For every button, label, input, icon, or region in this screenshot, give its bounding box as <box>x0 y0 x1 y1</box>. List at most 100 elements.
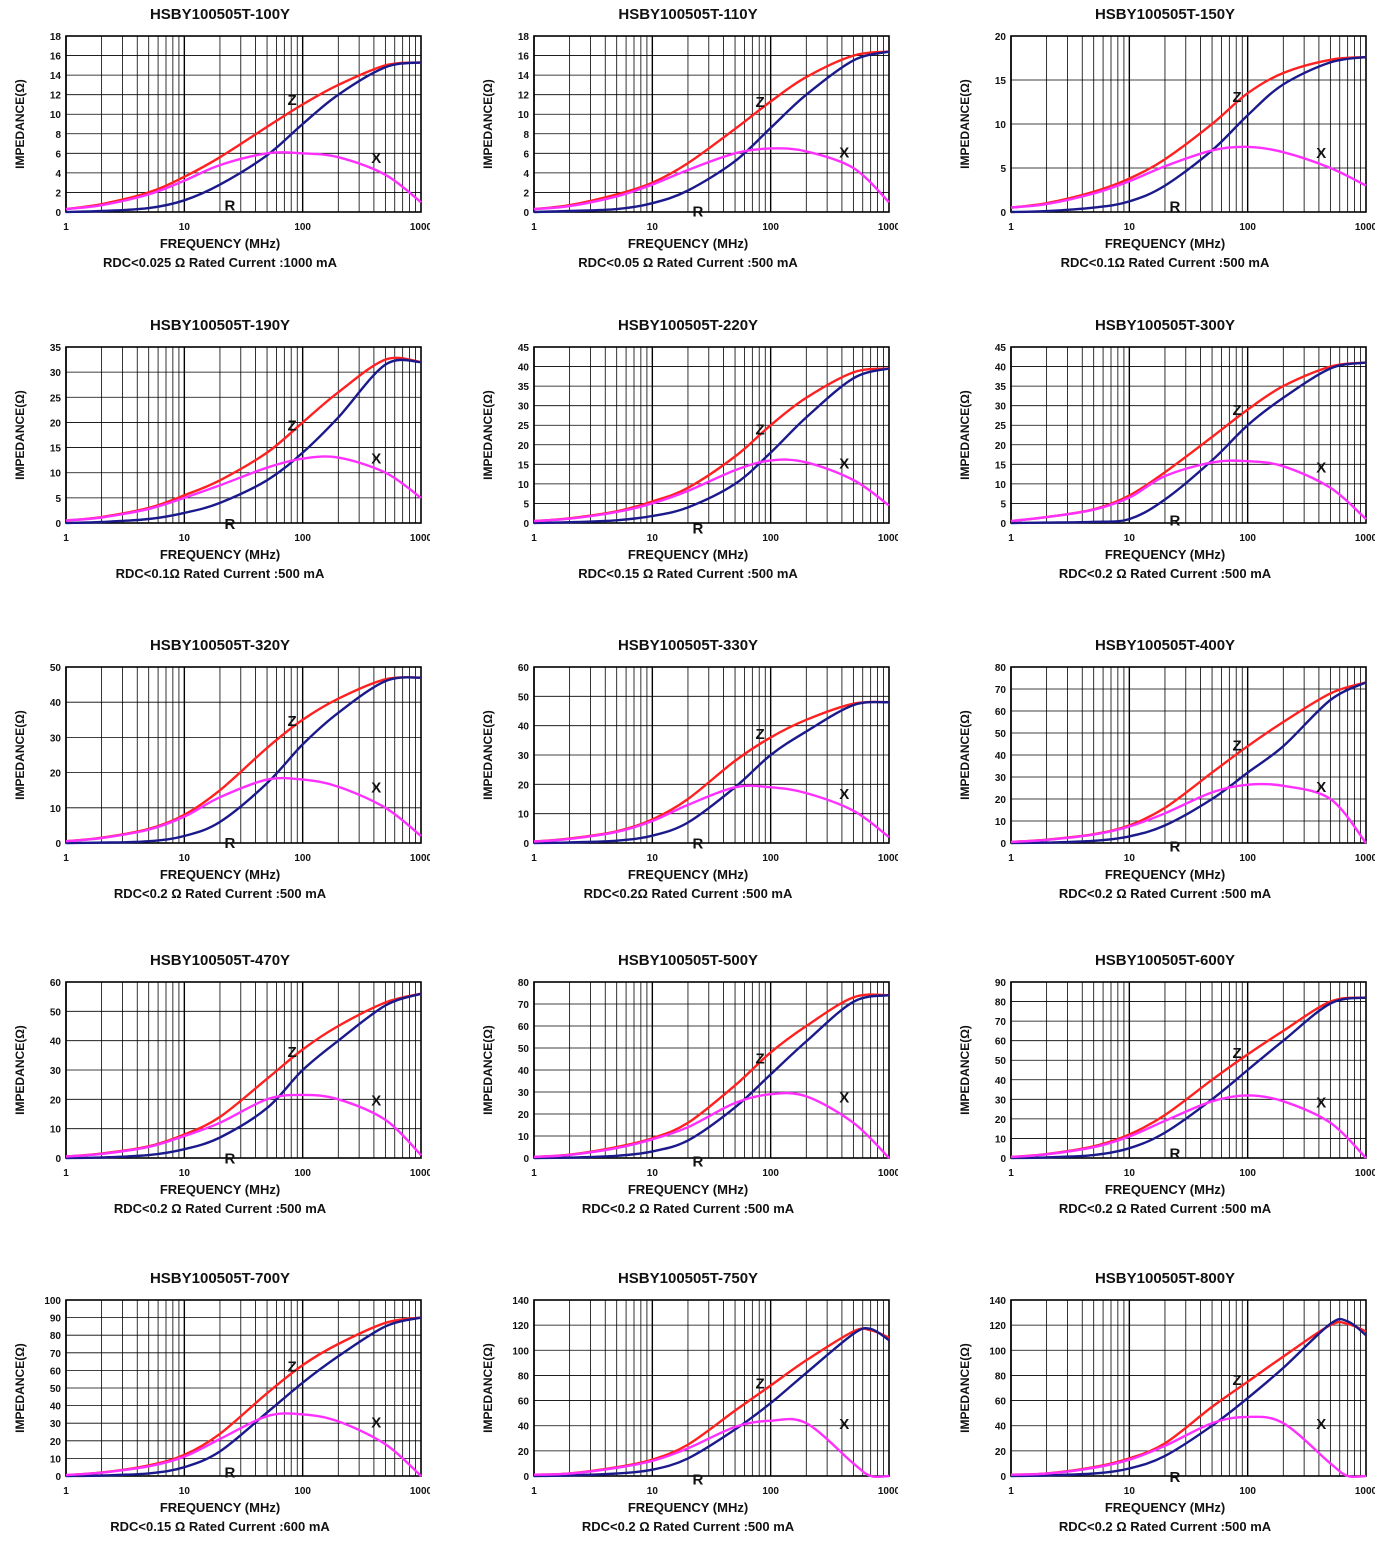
y-tick-label: 15 <box>995 460 1007 471</box>
y-tick-label: 10 <box>50 1125 62 1136</box>
x-tick-label: 100 <box>1239 1168 1256 1179</box>
y-tick-label: 120 <box>512 1321 529 1332</box>
y-tick-label: 140 <box>512 1296 529 1307</box>
series-z-line <box>533 993 890 1159</box>
spec-note: RDC<0.2 Ω Rated Current :500 mA <box>1058 1519 1272 1534</box>
series-x-line <box>1010 1094 1367 1159</box>
curve-label-x: X <box>371 1414 381 1431</box>
chart-title: HSBY100505T-330Y <box>617 637 759 654</box>
y-tick-label: 60 <box>995 1037 1007 1048</box>
y-tick-label: 5 <box>1000 164 1006 175</box>
y-tick-label: 90 <box>50 1314 62 1325</box>
series-z-line <box>533 50 890 211</box>
x-tick-label: 100 <box>1239 1486 1256 1497</box>
x-tick-label: 1000 <box>878 533 898 544</box>
x-tick-label: 1000 <box>410 1168 430 1179</box>
chart-panel: HSBY100505T-300Y 0 5 10 15 20 25 30 35 40 45 1 10 100… <box>955 315 1395 615</box>
chart-plot: 0 10 20 30 40 50 60 70 80 1 10 100 1000 IMPEDANCE(Ω) Z… <box>958 663 1375 864</box>
series-x-line <box>65 151 422 211</box>
y-tick-label: 30 <box>50 1419 62 1430</box>
chart-title: HSBY100505T-500Y <box>617 952 759 969</box>
x-tick-label: 1000 <box>410 222 430 233</box>
x-tick-label: 1000 <box>1355 533 1375 544</box>
x-tick-label: 10 <box>647 1168 659 1179</box>
series-x-line <box>1010 782 1367 844</box>
y-tick-label: 6 <box>55 149 61 160</box>
series-r-line <box>533 700 890 845</box>
series-x-line <box>533 784 890 843</box>
y-tick-label: 16 <box>518 52 530 63</box>
y-tick-label: 10 <box>518 110 530 121</box>
y-tick-label: 0 <box>523 208 529 219</box>
x-axis-label: FREQUENCY (MHz) <box>627 236 749 251</box>
y-tick-label: 35 <box>995 382 1007 393</box>
x-tick-label: 1 <box>531 1168 537 1179</box>
curve-label-r: R <box>693 1471 704 1488</box>
y-tick-label: 20 <box>518 1447 530 1458</box>
y-tick-label: 20 <box>518 441 530 452</box>
chart-plot: 0 5 10 15 20 25 30 35 40 45 1 10 100 1000 IMPEDANCE(Ω)… <box>481 343 898 544</box>
x-axis-label: FREQUENCY (MHz) <box>159 547 281 562</box>
curve-label-x: X <box>839 1089 849 1106</box>
x-axis-label: FREQUENCY (MHz) <box>1104 1500 1226 1515</box>
y-tick-label: 40 <box>995 1076 1007 1087</box>
x-tick-label: 1000 <box>410 853 430 864</box>
y-tick-label: 10 <box>995 1134 1007 1145</box>
y-tick-label: 10 <box>50 1454 62 1465</box>
x-tick-label: 1 <box>63 1168 69 1179</box>
chart-plot: 0 10 20 30 40 50 60 1 10 100 1000 IMPEDANCE(Ω) Z R X <box>481 663 898 864</box>
y-tick-label: 30 <box>518 751 530 762</box>
plot-frame <box>65 666 422 844</box>
y-tick-label: 60 <box>50 978 62 989</box>
curve-label-z: Z <box>287 713 296 730</box>
x-tick-label: 1 <box>531 1486 537 1497</box>
y-tick-label: 40 <box>518 1422 530 1433</box>
y-tick-label: 70 <box>995 1017 1007 1028</box>
y-tick-label: 14 <box>518 71 530 82</box>
y-tick-label: 10 <box>50 469 62 480</box>
y-tick-label: 4 <box>55 169 61 180</box>
y-tick-label: 35 <box>518 382 530 393</box>
x-tick-label: 1000 <box>878 1486 898 1497</box>
y-tick-label: 10 <box>518 810 530 821</box>
spec-note: RDC<0.2 Ω Rated Current :500 mA <box>1058 886 1272 901</box>
chart-title: HSBY100505T-220Y <box>617 317 759 334</box>
plot-frame <box>65 346 422 524</box>
chart-title: HSBY100505T-700Y <box>149 1270 291 1287</box>
chart-panel: HSBY100505T-400Y 0 10 20 30 40 50 60 70 80 1 10 100 1… <box>955 635 1395 935</box>
y-tick-label: 50 <box>518 692 530 703</box>
x-tick-label: 1 <box>63 533 69 544</box>
y-tick-label: 40 <box>995 751 1007 762</box>
series-r-line <box>1010 1317 1367 1478</box>
y-tick-label: 5 <box>523 499 529 510</box>
spec-note: RDC<0.2 Ω Rated Current :500 mA <box>113 1201 327 1216</box>
series-x-line <box>1010 1415 1367 1479</box>
y-tick-label: 45 <box>995 343 1007 354</box>
curve-label-z: Z <box>755 94 764 111</box>
y-tick-label: 35 <box>50 343 62 354</box>
chart-panel: HSBY100505T-320Y 0 10 20 30 40 50 1 10 100 1000 IMP… <box>10 635 450 935</box>
series-r-line <box>533 1326 890 1478</box>
curve-label-x: X <box>1316 779 1326 796</box>
y-tick-label: 40 <box>995 363 1007 374</box>
chart-title: HSBY100505T-320Y <box>149 637 291 654</box>
curve-label-x: X <box>1316 1416 1326 1433</box>
curve-label-z: Z <box>287 1358 296 1375</box>
series-r-line <box>533 367 890 525</box>
plot-frame <box>533 981 890 1159</box>
y-axis-label: IMPEDANCE(Ω) <box>481 1025 495 1115</box>
x-tick-label: 1000 <box>1355 222 1375 233</box>
curve-label-r: R <box>1170 1146 1181 1163</box>
x-tick-label: 100 <box>762 853 779 864</box>
y-axis-label: IMPEDANCE(Ω) <box>13 390 27 480</box>
spec-note: RDC<0.2 Ω Rated Current :500 mA <box>581 1201 795 1216</box>
chart-plot: 0 20 40 60 80 100 120 140 1 10 100 1000 IMPEDANCE(Ω)… <box>958 1296 1375 1497</box>
plot-frame <box>1010 346 1367 524</box>
y-tick-label: 20 <box>995 795 1007 806</box>
x-tick-label: 1 <box>1008 533 1014 544</box>
y-tick-label: 60 <box>50 1366 62 1377</box>
spec-note: RDC<0.15 Ω Rated Current :600 mA <box>110 1519 330 1534</box>
curve-label-r: R <box>693 203 704 220</box>
curve-label-r: R <box>1170 513 1181 530</box>
